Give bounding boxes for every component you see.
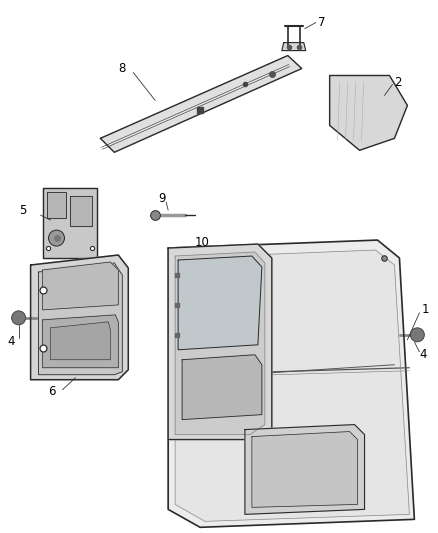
Polygon shape <box>42 315 118 368</box>
Text: 1: 1 <box>421 303 429 317</box>
Circle shape <box>49 230 64 246</box>
Text: 2: 2 <box>395 76 402 89</box>
Text: 7: 7 <box>318 16 325 29</box>
Polygon shape <box>71 196 92 226</box>
Polygon shape <box>252 432 357 507</box>
Polygon shape <box>42 188 97 258</box>
Text: 5: 5 <box>19 204 26 216</box>
Circle shape <box>410 328 424 342</box>
Polygon shape <box>31 255 128 379</box>
Polygon shape <box>39 263 122 375</box>
Polygon shape <box>282 43 306 51</box>
Polygon shape <box>245 425 364 514</box>
Text: 4: 4 <box>419 348 427 361</box>
Polygon shape <box>100 55 302 152</box>
Polygon shape <box>168 240 414 527</box>
Text: 6: 6 <box>49 385 56 398</box>
Text: 8: 8 <box>118 62 126 75</box>
Text: 10: 10 <box>195 236 210 248</box>
Text: 9: 9 <box>158 192 166 205</box>
Polygon shape <box>168 244 272 440</box>
Polygon shape <box>50 322 110 360</box>
Polygon shape <box>175 250 410 521</box>
Circle shape <box>12 311 25 325</box>
Polygon shape <box>178 256 262 350</box>
Polygon shape <box>46 192 67 218</box>
Polygon shape <box>42 262 118 310</box>
Polygon shape <box>175 252 265 434</box>
Polygon shape <box>182 355 262 419</box>
Text: 4: 4 <box>7 335 14 348</box>
Polygon shape <box>330 76 407 150</box>
